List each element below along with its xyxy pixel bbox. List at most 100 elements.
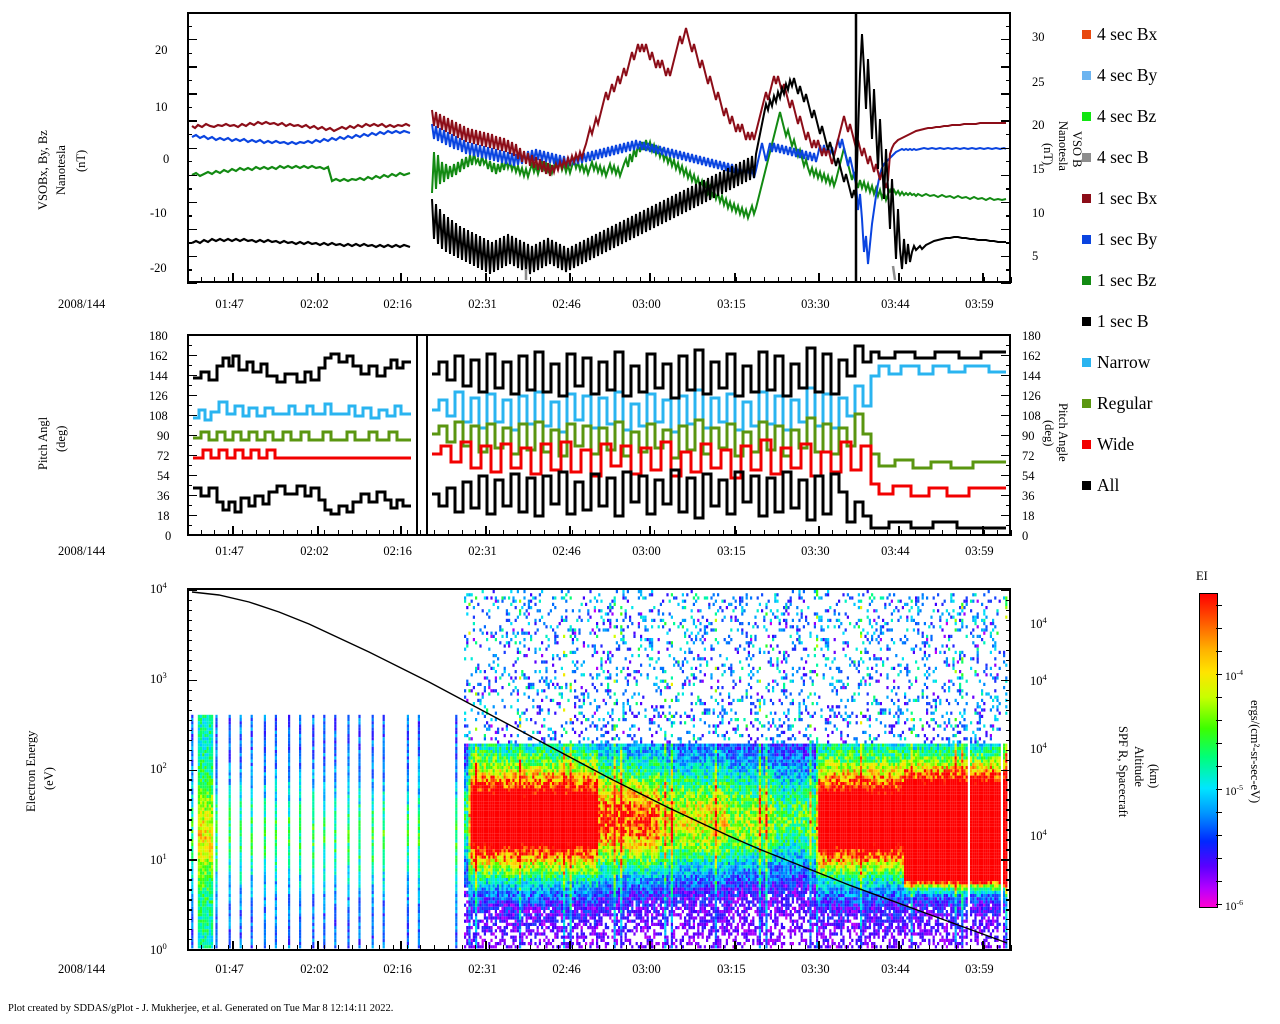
x-minor-tick <box>283 945 285 951</box>
colorbar-tick-3 <box>1216 651 1222 652</box>
y-minor-tick <box>187 385 192 387</box>
x-minor-tick <box>777 530 779 536</box>
x-tick-label: 02:31 <box>468 544 497 558</box>
x-minor-tick <box>1011 277 1012 283</box>
x-minor-tick <box>283 277 285 283</box>
p3-rytick-3: 104 <box>1030 740 1047 757</box>
y-major-tick <box>187 174 197 176</box>
x-minor-tick <box>214 945 216 951</box>
p2-rytick-126: 126 <box>1022 389 1041 403</box>
p2-ylabel-right2: (deg) <box>1042 420 1056 447</box>
x-tick-label: 03:30 <box>801 544 830 558</box>
p3-date-label: 2008/144 <box>58 962 106 976</box>
legend-item-1-sec-b[interactable]: 1 sec B <box>1082 301 1272 342</box>
x-minor-tick <box>489 945 491 951</box>
y-minor-tick <box>1006 242 1011 244</box>
y-minor-tick <box>1006 799 1011 801</box>
x-minor-tick <box>681 945 683 951</box>
x-major-tick <box>898 273 900 283</box>
x-minor-tick <box>777 277 779 283</box>
legend-item-1-sec-by[interactable]: 1 sec By <box>1082 219 1272 260</box>
x-tick-label: 02:16 <box>383 544 412 558</box>
p2-ytick-90: 90 <box>157 429 170 443</box>
altitude-trace <box>191 591 1008 944</box>
x-minor-tick <box>846 530 848 536</box>
y-major-tick <box>1001 395 1011 397</box>
y-minor-tick <box>187 649 192 652</box>
y-major-tick <box>187 859 197 861</box>
b-field-turbulent <box>431 14 1007 281</box>
p1-ytick-10: 10 <box>155 100 168 114</box>
y-major-tick <box>187 147 197 149</box>
x-minor-tick <box>406 530 408 536</box>
y-minor-tick <box>187 869 192 871</box>
y-minor-tick <box>1006 819 1011 821</box>
x-minor-tick <box>516 530 518 536</box>
y-minor-tick <box>187 829 192 831</box>
x-tick-label: 02:02 <box>300 297 329 311</box>
y-minor-tick <box>1006 525 1011 527</box>
trace-all-lower <box>193 484 411 516</box>
y-major-tick <box>187 455 197 457</box>
legend-item-1-sec-bx[interactable]: 1 sec Bx <box>1082 178 1272 219</box>
pitch-angle-traces <box>193 344 1006 530</box>
x-major-tick <box>734 526 736 536</box>
colorbar-tick-1 <box>1216 605 1222 606</box>
x-tick-label: 03:59 <box>965 962 994 976</box>
y-minor-tick <box>187 106 192 109</box>
x-tick-label: 02:31 <box>468 297 497 311</box>
colorbar-tick-4 <box>1216 674 1222 675</box>
x-minor-tick <box>571 277 573 283</box>
legend-item-all[interactable]: All <box>1082 465 1272 506</box>
x-minor-tick <box>1011 530 1012 536</box>
x-minor-tick <box>475 277 477 283</box>
y-minor-tick <box>1006 649 1011 652</box>
p1-ytick-m10: -10 <box>150 206 167 220</box>
y-major-tick <box>187 515 197 517</box>
legend-item-narrow[interactable]: Narrow <box>1082 342 1272 383</box>
x-minor-tick <box>269 945 271 951</box>
x-minor-tick <box>791 945 793 951</box>
x-minor-tick <box>310 945 312 951</box>
trace-regular <box>193 430 411 442</box>
x-tick-label: 03:00 <box>632 962 661 976</box>
p1-rytick-20: 20 <box>1032 118 1045 132</box>
x-minor-tick <box>200 277 202 283</box>
x-minor-tick <box>612 945 614 951</box>
p2-ytick-162: 162 <box>149 349 168 363</box>
legend-item-regular[interactable]: Regular <box>1082 383 1272 424</box>
legend-label: 1 sec By <box>1097 228 1158 249</box>
y-minor-tick <box>187 345 192 347</box>
p2-rytick-180: 180 <box>1022 329 1041 343</box>
colorbar-label-1e-5: 10-5 <box>1225 783 1244 798</box>
colorbar-tick-7 <box>1216 743 1222 744</box>
p1-rytick-15: 15 <box>1032 162 1045 176</box>
x-minor-tick <box>983 277 985 283</box>
y-minor-tick <box>187 799 192 801</box>
x-major-tick <box>982 941 984 951</box>
legend-item-4-sec-bz[interactable]: 4 sec Bz <box>1082 96 1272 137</box>
x-minor-tick <box>255 277 257 283</box>
x-major-tick <box>734 941 736 951</box>
x-minor-tick <box>599 945 600 951</box>
legend-item-wide[interactable]: Wide <box>1082 424 1272 465</box>
y-minor-tick <box>187 365 192 367</box>
y-major-tick <box>1001 435 1011 437</box>
x-major-tick <box>818 273 820 283</box>
y-minor-tick <box>1006 909 1011 911</box>
colorbar-title: EI <box>1196 569 1208 583</box>
x-tick-label: 02:31 <box>468 962 497 976</box>
legend-item-1-sec-bz[interactable]: 1 sec Bz <box>1082 260 1272 301</box>
y-minor-tick <box>187 505 192 507</box>
legend-item-4-sec-b[interactable]: 4 sec B <box>1082 137 1272 178</box>
y-minor-tick <box>1006 829 1011 831</box>
x-minor-tick <box>859 277 861 283</box>
legend-item-4-sec-bx[interactable]: 4 sec Bx <box>1082 14 1272 55</box>
y-major-tick <box>1001 415 1011 417</box>
legend-item-4-sec-by[interactable]: 4 sec By <box>1082 55 1272 96</box>
p1-ylabel-left3: (nT) <box>74 149 88 172</box>
y-minor-tick <box>1006 699 1011 702</box>
legend-swatch-icon <box>1082 30 1091 39</box>
x-minor-tick <box>599 277 600 283</box>
x-minor-tick <box>859 945 861 951</box>
